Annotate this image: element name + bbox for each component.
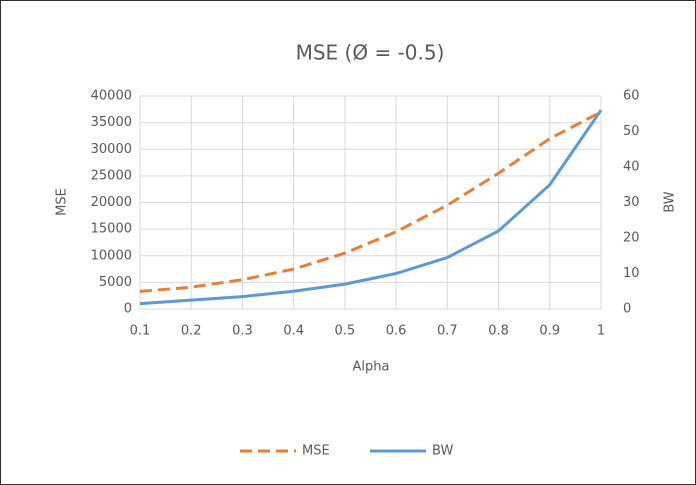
x-axis-label: Alpha: [353, 360, 390, 375]
x-tick-label: 0.2: [181, 324, 202, 339]
y-tick-label: 20000: [91, 195, 132, 210]
y2-tick-label: 20: [623, 231, 640, 246]
x-tick-label: 1: [597, 324, 605, 339]
chart-title: MSE (Ø = -0.5): [296, 41, 445, 65]
y-tick-label: 0: [124, 302, 132, 317]
y-axis-label: MSE: [55, 188, 70, 216]
y2-tick-label: 30: [623, 195, 640, 210]
x-tick-label: 0.5: [335, 324, 356, 339]
y-tick-label: 25000: [91, 168, 132, 183]
y2-tick-label: 0: [623, 302, 631, 317]
data-line: [139, 109, 603, 306]
legend-label: MSE: [302, 444, 330, 459]
y-tick-label: 30000: [91, 142, 132, 157]
x-tick-label: 0.4: [283, 324, 304, 339]
y-tick-label: 15000: [91, 222, 132, 237]
x-tick-label: 0.9: [539, 324, 560, 339]
y2-tick-label: 40: [623, 160, 640, 175]
data-line: [139, 110, 602, 293]
x-tick-label: 0.8: [488, 324, 509, 339]
y-tick-label: 10000: [91, 248, 132, 263]
y2-tick-label: 50: [623, 124, 640, 139]
x-tick-label: 0.3: [232, 324, 253, 339]
y2-axis-label: BW: [663, 191, 678, 212]
y-tick-label: 5000: [99, 275, 132, 290]
legend-label: BW: [432, 444, 453, 459]
x-tick-label: 0.7: [437, 324, 458, 339]
y2-tick-label: 10: [623, 266, 640, 281]
x-tick-label: 0.6: [386, 324, 407, 339]
y-tick-label: 40000: [91, 89, 132, 104]
y2-tick-label: 60: [623, 89, 640, 104]
x-tick-label: 0.1: [130, 324, 151, 339]
y-tick-label: 35000: [91, 115, 132, 130]
